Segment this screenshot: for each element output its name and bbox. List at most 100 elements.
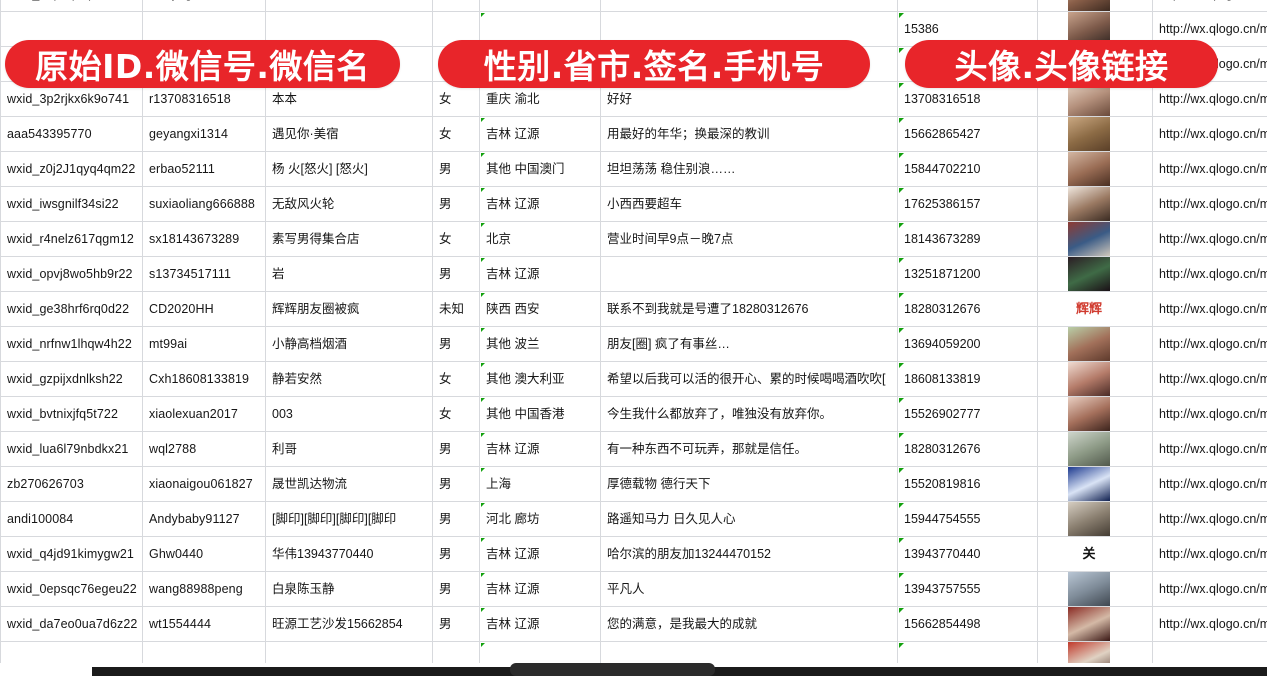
cell-wxid[interactable]: mt99ai — [142, 326, 266, 362]
cell-original-id[interactable]: wxid_0epsqc76egeu22 — [0, 571, 143, 607]
cell-gender[interactable]: 男 — [432, 151, 480, 187]
horizontal-scrollbar[interactable] — [0, 663, 1267, 676]
cell-wxid[interactable]: CD2020HH — [142, 291, 266, 327]
cell-wxid[interactable]: s13734517111 — [142, 256, 266, 292]
cell-phone[interactable]: 18280312676 — [897, 431, 1038, 467]
cell-phone[interactable]: 15662865427 — [897, 116, 1038, 152]
cell-original-id[interactable]: wxid_nrfnw1lhqw4h22 — [0, 326, 143, 362]
cell-region[interactable]: 吉林 辽源 — [479, 256, 601, 292]
cell-wxid[interactable]: suxiaoliang666888 — [142, 186, 266, 222]
cell-wxid[interactable]: Cxh18608133819 — [142, 361, 266, 397]
cell-phone[interactable]: 15526902777 — [897, 396, 1038, 432]
table-row[interactable]: wxid_lua6l79nbdkx21 wql2788 利哥男吉林 辽源 有一种东西不… — [0, 431, 1267, 467]
cell-original-id[interactable]: wxid_opvj8wo5hb9r22 — [0, 256, 143, 292]
cell-gender[interactable]: 未知 — [432, 291, 480, 327]
cell-region[interactable]: 河北 廊坊 — [479, 501, 601, 537]
cell-original-id[interactable]: wxid_q4jd91kimygw21 — [0, 536, 143, 572]
cell-phone[interactable]: 15520819816 — [897, 466, 1038, 502]
cell-avatar[interactable] — [1037, 396, 1153, 432]
cell-phone[interactable]: 15944754555 — [897, 501, 1038, 537]
cell-phone[interactable]: 13694059200 — [897, 326, 1038, 362]
cell-signature[interactable]: 平凡人 — [600, 571, 898, 607]
cell-avatar-url[interactable]: http://wx.qlogo.cn/mmhead — [1152, 536, 1267, 572]
cell-phone[interactable]: 13943770440 — [897, 536, 1038, 572]
cell-avatar-url[interactable]: http://wx.qlogo.cn/mmhead — [1152, 396, 1267, 432]
cell-original-id[interactable]: wxid_65p5qakpwuie22 — [0, 0, 143, 12]
cell-region[interactable]: 吉林 辽源 — [479, 571, 601, 607]
cell-region[interactable]: 其他 中国澳门 — [479, 151, 601, 187]
cell-nickname[interactable]: 丫丫~小 — [265, 0, 433, 12]
cell-wxid[interactable]: xiaojing600546 — [142, 0, 266, 12]
table-row[interactable]: wxid_z0j2J1qyq4qm22 erbao52111 杨 火[怒火] [怒火… — [0, 151, 1267, 187]
cell-avatar[interactable] — [1037, 326, 1153, 362]
cell-avatar[interactable]: 关 — [1037, 536, 1153, 572]
cell-avatar-url[interactable]: http://wx.qlogo.cn/mmhead — [1152, 291, 1267, 327]
cell-avatar-url[interactable]: http://wx.qlogo.cn/mmhead — [1152, 361, 1267, 397]
cell-wxid[interactable]: wt1554444 — [142, 606, 266, 642]
cell-original-id[interactable]: wxid_da7eo0ua7d6z22 — [0, 606, 143, 642]
table-row[interactable]: wxid_da7eo0ua7d6z22 wt1554444 旺源工艺沙发156628… — [0, 606, 1267, 642]
cell-original-id[interactable]: wxid_gzpijxdnlksh22 — [0, 361, 143, 397]
table-row[interactable]: aaa543395770 geyangxi1314 遇见你·美宿女吉林 辽源 用最好的… — [0, 116, 1267, 152]
cell-avatar-url[interactable]: http://wx.qlogo.cn/mmhead — [1152, 326, 1267, 362]
cell-wxid[interactable]: sx18143673289 — [142, 221, 266, 257]
cell-signature[interactable]: 今生我什么都放弃了，唯独没有放弃你。 — [600, 396, 898, 432]
cell-signature[interactable]: 营业时间早9点－晚7点 — [600, 221, 898, 257]
cell-avatar[interactable] — [1037, 116, 1153, 152]
cell-wxid[interactable]: erbao52111 — [142, 151, 266, 187]
cell-avatar[interactable] — [1037, 151, 1153, 187]
cell-nickname[interactable]: 利哥 — [265, 431, 433, 467]
cell-signature[interactable]: 联系不到我就是号遭了18280312676 — [600, 291, 898, 327]
cell-nickname[interactable]: 静若安然 — [265, 361, 433, 397]
horizontal-scroll-thumb[interactable] — [510, 663, 715, 676]
cell-signature[interactable]: 您的满意，是我最大的成就 — [600, 606, 898, 642]
cell-wxid[interactable]: wql2788 — [142, 431, 266, 467]
table-row[interactable]: wxid_bvtnixjfq5t722 xiaolexuan2017 003 女其他 … — [0, 396, 1267, 432]
cell-gender[interactable]: 男 — [432, 431, 480, 467]
cell-avatar[interactable] — [1037, 221, 1153, 257]
cell-avatar-url[interactable]: http://wx.qlogo.cn/mmhead — [1152, 501, 1267, 537]
cell-gender[interactable]: 男 — [432, 186, 480, 222]
cell-original-id[interactable]: zb270626703 — [0, 466, 143, 502]
cell-signature[interactable]: 希望以后我可以活的很开心、累的时候喝喝酒吹吹[ — [600, 361, 898, 397]
cell-wxid[interactable]: Ghw0440 — [142, 536, 266, 572]
table-row[interactable]: wxid_iwsgnilf34si22 suxiaoliang666888 无敌风火… — [0, 186, 1267, 222]
cell-gender[interactable]: 男 — [432, 571, 480, 607]
cell-nickname[interactable]: [脚印][脚印][脚印][脚印 — [265, 501, 433, 537]
cell-phone[interactable]: 18280312676 — [897, 0, 1038, 12]
cell-wxid[interactable]: xiaolexuan2017 — [142, 396, 266, 432]
cell-signature[interactable]: 小西西要超车 — [600, 186, 898, 222]
cell-signature[interactable]: 坦坦荡荡 稳住别浪…… — [600, 151, 898, 187]
cell-region[interactable]: 北京 — [479, 221, 601, 257]
cell-gender[interactable]: 男 — [432, 501, 480, 537]
cell-avatar-url[interactable]: http://wx.qlogo.cn/mmhead — [1152, 186, 1267, 222]
cell-avatar[interactable] — [1037, 466, 1153, 502]
cell-avatar-url[interactable]: http://wx.qlogo.cn/mmhead — [1152, 116, 1267, 152]
cell-avatar[interactable] — [1037, 431, 1153, 467]
table-row[interactable]: wxid_nrfnw1lhqw4h22 mt99ai 小静高档烟酒男其他 波兰 朋友[… — [0, 326, 1267, 362]
cell-signature[interactable]: 有一种东西不可玩弄，那就是信任。 — [600, 431, 898, 467]
cell-avatar-url[interactable]: http://wx.qlogo.cn/mmhead — [1152, 221, 1267, 257]
cell-signature[interactable]: 厚德载物 德行天下 — [600, 466, 898, 502]
cell-avatar-url[interactable]: http://wx.qlogo.cn/mmhead — [1152, 431, 1267, 467]
cell-nickname[interactable]: 杨 火[怒火] [怒火] — [265, 151, 433, 187]
cell-nickname[interactable]: 003 — [265, 396, 433, 432]
cell-avatar[interactable] — [1037, 361, 1153, 397]
cell-nickname[interactable]: 辉辉朋友圈被疯 — [265, 291, 433, 327]
cell-wxid[interactable]: Andybaby91127 — [142, 501, 266, 537]
cell-signature[interactable]: 朋友[圈] 疯了有事丝… — [600, 326, 898, 362]
cell-avatar[interactable]: 辉辉 — [1037, 291, 1153, 327]
cell-nickname[interactable]: 岩 — [265, 256, 433, 292]
cell-avatar[interactable] — [1037, 501, 1153, 537]
cell-original-id[interactable]: andi100084 — [0, 501, 143, 537]
cell-signature[interactable]: 哈尔滨的朋友加13244470152 — [600, 536, 898, 572]
cell-region[interactable]: 吉林 辽源 — [479, 536, 601, 572]
cell-phone[interactable]: 15844702210 — [897, 151, 1038, 187]
cell-gender[interactable]: 男 — [432, 256, 480, 292]
cell-avatar-url[interactable]: http://wx.qlogo.cn/mmhead — [1152, 151, 1267, 187]
cell-signature[interactable]: 用最好的年华；换最深的教训 — [600, 116, 898, 152]
cell-original-id[interactable]: wxid_iwsgnilf34si22 — [0, 186, 143, 222]
table-row[interactable]: wxid_q4jd91kimygw21 Ghw0440 华伟13943770440 男… — [0, 536, 1267, 572]
cell-nickname[interactable]: 白泉陈玉静 — [265, 571, 433, 607]
